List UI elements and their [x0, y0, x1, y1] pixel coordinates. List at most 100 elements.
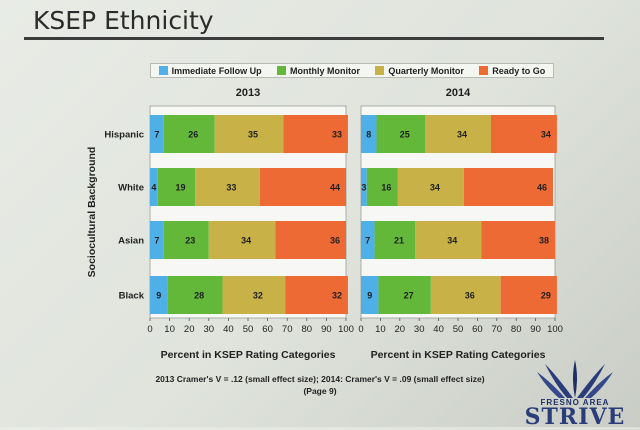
legend-item-immediate-follow-up: Immediate Follow Up: [158, 65, 262, 76]
bar-2014-white-monthly-monitor: [366, 168, 398, 206]
legend-item-ready-to-go: Ready to Go: [479, 66, 545, 76]
x-tick-label-2013: 50: [243, 324, 254, 335]
x-tick-label-2013: 20: [184, 324, 195, 335]
data-label-2014-black-monthly-monitor: 27: [404, 291, 414, 301]
bar-2014-asian-quarterly-monitor: [415, 221, 482, 259]
logo-wordmark: STRIVE: [524, 404, 626, 430]
category-label-white: White: [118, 183, 144, 194]
data-label-2014-white-monthly-monitor: 16: [381, 183, 391, 193]
x-tick-label-2013: 60: [262, 324, 273, 335]
x-tick-label-2013: 10: [164, 324, 175, 335]
x-axis-title-2013: Percent in KSEP Rating Categories: [161, 349, 336, 361]
data-label-2013-black-ready-to-go: 32: [332, 291, 342, 301]
data-label-2013-black-monthly-monitor: 28: [194, 291, 204, 301]
bar-2014-hispanic-quarterly-monitor: [425, 115, 491, 153]
data-label-2014-black-ready-to-go: 29: [541, 291, 551, 301]
legend-label: Quarterly Monitor: [388, 65, 464, 76]
legend-swatch-immediate-follow-up: [158, 66, 168, 75]
footnote-cramers-v: 2013 Cramer's V = .12 (small effect size…: [155, 374, 485, 384]
data-label-2013-hispanic-monthly-monitor: 26: [188, 130, 198, 140]
bar-2013-black-ready-to-go: [285, 276, 348, 314]
x-tick-label-2013: 30: [204, 324, 215, 335]
bar-2014-asian-immediate-follow-up: [361, 221, 375, 259]
data-label-2014-asian-ready-to-go: 38: [539, 236, 549, 246]
x-tick-label-2014: 90: [530, 324, 541, 335]
bar-2013-white-quarterly-monitor: [195, 168, 260, 206]
legend-label: Monthly Monitor: [290, 65, 361, 76]
bar-2013-white-ready-to-go: [259, 168, 346, 206]
bar-2013-black-quarterly-monitor: [222, 276, 286, 314]
data-label-2013-asian-monthly-monitor: 23: [185, 236, 195, 246]
chart-legend: Immediate Follow Up Monthly Monitor Quar…: [150, 63, 554, 78]
x-tick-label-2014: 20: [395, 324, 406, 335]
legend-item-monthly-monitor: Monthly Monitor: [277, 66, 360, 76]
x-tick-label-2014: 10: [375, 324, 386, 335]
bar-2014-hispanic-monthly-monitor: [376, 115, 426, 153]
bar-2013-asian-monthly-monitor: [163, 221, 209, 259]
data-label-2013-hispanic-quarterly-monitor: 35: [248, 130, 258, 140]
data-label-2014-white-quarterly-monitor: 34: [430, 183, 440, 193]
fresno-area-strive-logo: FRESNO AREA STRIVE: [515, 358, 635, 430]
x-tick-label-2014: 60: [472, 324, 483, 335]
logo-subtitle: FRESNO AREA: [540, 398, 610, 407]
logo-wings-icon: [537, 360, 613, 398]
bar-2013-hispanic-immediate-follow-up: [150, 115, 164, 153]
legend-swatch-monthly-monitor: [277, 66, 287, 75]
data-label-2014-black-immediate-follow-up: 9: [367, 291, 372, 301]
data-label-2014-asian-monthly-monitor: 21: [394, 236, 404, 246]
data-label-2014-black-quarterly-monitor: 36: [465, 291, 475, 301]
bar-2014-white-quarterly-monitor: [397, 168, 464, 206]
x-tick-label-2013: 40: [223, 324, 234, 335]
data-label-2013-white-monthly-monitor: 19: [175, 183, 185, 193]
x-tick-label-2013: 90: [321, 324, 332, 335]
data-label-2013-asian-ready-to-go: 36: [330, 236, 340, 246]
y-axis-title: Sociocultural Background: [86, 147, 98, 278]
bar-2014-white-ready-to-go: [463, 168, 554, 206]
bar-2014-black-quarterly-monitor: [430, 276, 501, 314]
bar-2014-hispanic-ready-to-go: [490, 115, 557, 153]
bar-2014-white-immediate-follow-up: [361, 168, 367, 206]
x-tick-label-2013: 100: [338, 324, 354, 335]
legend-label: Ready to Go: [492, 65, 546, 76]
bar-2014-hispanic-immediate-follow-up: [361, 115, 377, 153]
bar-2013-white-immediate-follow-up: [150, 168, 158, 206]
category-label-black: Black: [119, 291, 145, 302]
bar-2013-hispanic-monthly-monitor: [163, 115, 215, 153]
category-label-hispanic: Hispanic: [104, 130, 144, 141]
bar-2014-black-ready-to-go: [500, 276, 557, 314]
data-label-2014-white-immediate-follow-up: 3: [361, 183, 366, 193]
data-label-2013-asian-quarterly-monitor: 34: [241, 236, 251, 246]
panel-title-2014: 2014: [446, 87, 471, 99]
data-label-2014-hispanic-ready-to-go: 34: [541, 130, 551, 140]
legend-label: Immediate Follow Up: [171, 65, 262, 76]
bar-2014-black-monthly-monitor: [378, 276, 431, 314]
bar-2013-black-monthly-monitor: [167, 276, 223, 314]
data-label-2014-white-ready-to-go: 46: [537, 183, 547, 193]
data-label-2013-black-immediate-follow-up: 9: [156, 291, 161, 301]
bar-2014-asian-monthly-monitor: [374, 221, 416, 259]
data-label-2014-asian-quarterly-monitor: 34: [447, 236, 457, 246]
category-label-asian: Asian: [118, 236, 144, 247]
data-label-2013-white-immediate-follow-up: 4: [151, 183, 156, 193]
data-label-2013-white-quarterly-monitor: 33: [226, 183, 236, 193]
data-label-2013-asian-immediate-follow-up: 7: [154, 236, 159, 246]
data-label-2013-hispanic-immediate-follow-up: 7: [154, 130, 159, 140]
x-axis-title-2014: Percent in KSEP Rating Categories: [371, 349, 546, 361]
title-divider: [24, 37, 604, 40]
x-tick-label-2014: 50: [453, 324, 464, 335]
data-label-2014-asian-immediate-follow-up: 7: [365, 236, 370, 246]
bar-2013-hispanic-quarterly-monitor: [214, 115, 284, 153]
bar-2013-hispanic-ready-to-go: [283, 115, 348, 153]
x-tick-label-2014: 0: [358, 324, 363, 335]
legend-swatch-quarterly-monitor: [375, 66, 385, 75]
bar-2013-white-monthly-monitor: [157, 168, 196, 206]
data-label-2014-hispanic-monthly-monitor: 25: [400, 130, 410, 140]
legend-swatch-ready-to-go: [479, 66, 489, 75]
bar-2013-black-immediate-follow-up: [150, 276, 168, 314]
x-tick-label-2013: 80: [302, 324, 313, 335]
x-tick-label-2013: 70: [282, 324, 293, 335]
data-label-2014-hispanic-immediate-follow-up: 8: [366, 130, 371, 140]
bar-2013-asian-immediate-follow-up: [150, 221, 164, 259]
data-label-2013-white-ready-to-go: 44: [330, 183, 340, 193]
